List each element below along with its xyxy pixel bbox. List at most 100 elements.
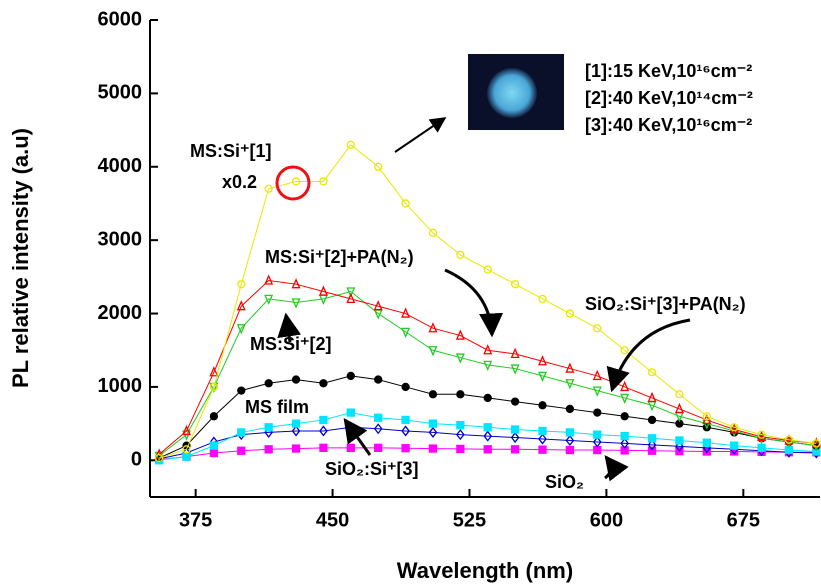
annotation: x0.2 [222,172,257,192]
data-point [291,419,301,428]
data-point [401,425,410,437]
data-point [674,402,684,414]
data-point [620,393,630,405]
data-point [538,355,548,366]
data-point [346,408,355,417]
data-point [401,307,411,318]
data-point [209,412,219,421]
data-point [812,439,821,448]
data-point [291,177,301,186]
data-point [428,419,438,428]
y-tick-label: 6000 [98,8,143,30]
series-line [158,144,817,459]
data-point [319,425,328,437]
data-point [401,382,410,392]
y-tick-label: 2000 [98,302,143,324]
data-point [237,386,246,395]
arrow [343,418,372,456]
data-point [209,441,219,450]
data-point [346,140,355,149]
data-point [291,444,301,453]
data-point [483,344,493,355]
arrow [604,455,629,482]
data-point [593,408,602,417]
data-point [236,300,246,311]
x-axis-title: Wavelength (nm) [397,558,573,583]
data-point [154,451,164,463]
data-point [428,228,438,237]
data-point [647,446,657,455]
data-point [757,430,766,439]
y-tick-label: 4000 [98,155,143,177]
data-point [291,278,301,289]
data-point [620,431,629,441]
data-point [456,250,465,259]
data-point [401,327,411,339]
arrow [277,312,302,343]
data-point [784,435,794,444]
data-point [319,177,328,186]
data-point [510,445,520,454]
data-point [510,397,520,406]
data-point [456,444,465,454]
series-label: MS:Si⁺[1] [190,141,272,161]
data-point [209,448,219,458]
data-point [428,322,438,333]
data-point [264,379,273,388]
data-point [538,426,547,436]
series-label: MS:Si⁺[2] [250,334,332,354]
y-axis-title: PL relative intensity (a.u) [8,128,33,388]
data-point [538,445,547,454]
data-point [319,379,328,388]
data-point [647,439,657,451]
arrow [444,268,504,338]
annotation: [1]:15 KeV,10¹⁶cm⁻² [585,61,752,81]
data-point [456,390,465,399]
data-point [264,445,273,454]
data-point [209,366,219,377]
data-point [510,364,520,375]
data-point [565,428,575,437]
data-point [374,162,383,171]
data-point [374,375,383,384]
series-label: MS film [245,397,309,417]
data-point [620,346,629,355]
data-point [510,347,520,359]
y-tick-label: 3000 [98,228,143,250]
data-point [318,285,328,296]
data-point [428,444,438,453]
arrow [394,117,447,153]
data-point [702,412,711,421]
data-point [483,265,492,274]
data-point [675,440,684,452]
data-point [264,423,273,432]
data-point [538,433,547,445]
data-point [647,368,657,377]
series-label: SiO₂:Si⁺[3] [325,459,419,479]
data-point [729,423,739,434]
data-point [483,393,492,403]
data-point [291,298,301,309]
data-point [620,412,629,421]
data-point [237,446,246,455]
data-point [510,431,520,444]
plot-area: 0 1000 2000 3000 4000 5000 6000 375 450 525 600 675… [98,8,821,531]
data-point [538,371,548,383]
data-point [428,346,438,357]
data-point [428,390,438,399]
data-point [647,434,657,443]
data-point [510,280,520,289]
data-point [346,287,356,298]
data-point [236,324,246,335]
data-point [291,375,301,384]
data-point [154,453,164,463]
series-label: MS:Si⁺[2]+PA(N₂) [265,247,414,267]
data-point [264,184,273,193]
data-point [182,424,192,436]
y-tick-label: 0 [131,449,142,471]
arrow [606,318,691,393]
data-point [237,428,246,437]
data-point [565,309,575,318]
data-point [565,362,575,373]
